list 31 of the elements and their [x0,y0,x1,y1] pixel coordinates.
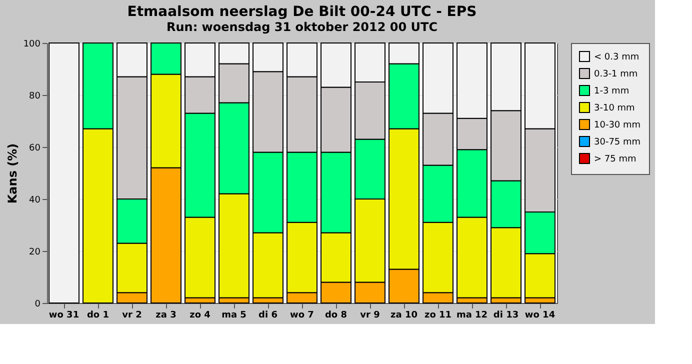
legend-label: > 75 mm [594,154,636,164]
x-tick-label: zo 4 [190,310,210,320]
x-tick-label: di 13 [493,310,519,320]
x-tick-label: za 3 [156,310,176,320]
chart-title: Etmaalsom neerslag De Bilt 00-24 UTC - EPS [127,4,477,20]
legend-label: 0.3-1 mm [594,70,638,80]
x-tick-label: zo 11 [424,310,452,320]
x-tick-label: ma 5 [222,310,246,320]
y-axis-title: Kans (%) [5,143,20,204]
legend-label: < 0.3 mm [594,52,640,62]
y-tick-label: 0 [34,300,41,310]
x-tick-label: do 1 [86,310,110,320]
x-tick-label: vr 9 [360,310,380,320]
x-tick-label: wo 7 [290,310,314,320]
chart-subtitle: Run: woensdag 31 oktober 2012 00 UTC [166,20,438,34]
x-tick-label: wo 31 [48,310,80,320]
legend-label: 30-75 mm [594,138,641,148]
y-tick-label: 80 [29,92,41,102]
y-tick-label: 40 [29,196,41,206]
x-tick-label: ma 12 [456,310,488,320]
x-tick-label: di 6 [258,310,278,320]
legend-label: 1-3 mm [594,86,630,96]
y-tick-label: 60 [29,144,41,154]
x-tick-label: za 10 [390,310,418,320]
x-tick-label: vr 2 [122,310,142,320]
y-tick-label: 100 [23,40,41,50]
y-tick-label: 20 [29,248,41,258]
legend-label: 10-30 mm [594,120,641,130]
x-tick-label: do 8 [324,310,348,320]
x-tick-label: wo 14 [524,310,556,320]
legend-label: 3-10 mm [594,104,635,114]
